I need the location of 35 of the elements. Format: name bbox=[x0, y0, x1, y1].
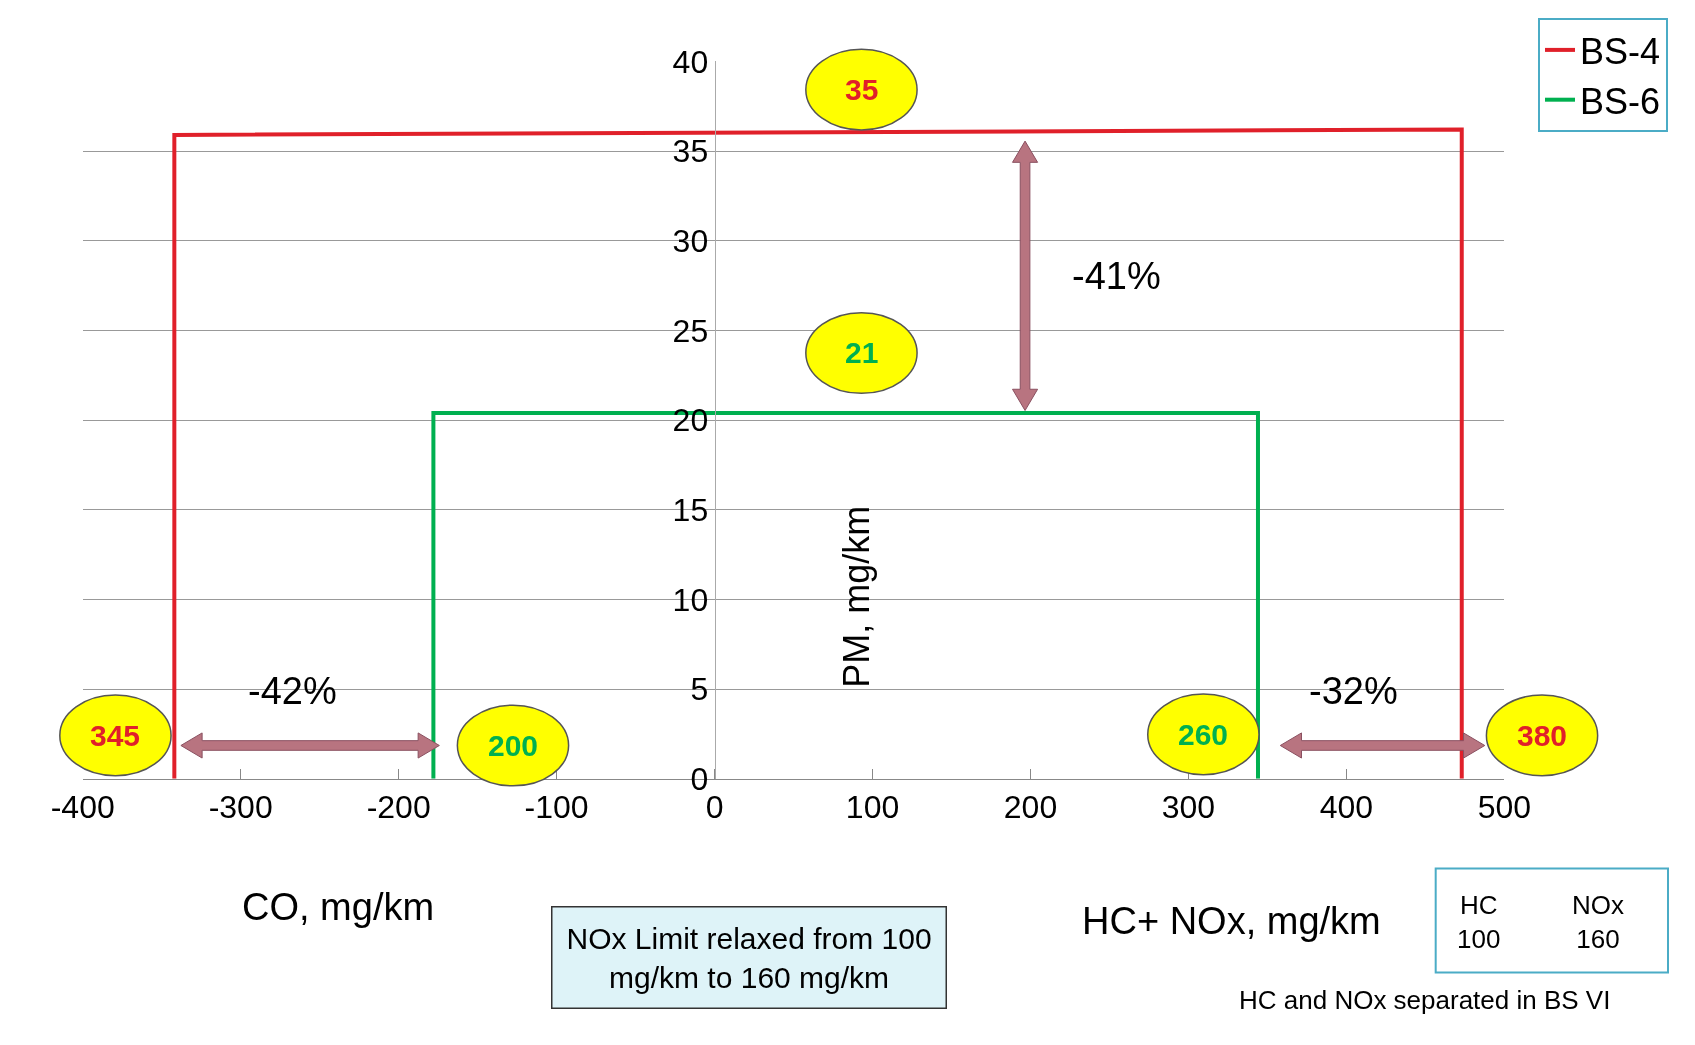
x-tick-label: -300 bbox=[208, 789, 273, 826]
legend-label: BS-6 bbox=[1580, 80, 1661, 122]
x-tick-label: 100 bbox=[845, 789, 900, 826]
y-tick-label: 15 bbox=[672, 491, 709, 528]
annotation: 21 bbox=[845, 336, 879, 369]
text: HC and NOx separated in BS VI bbox=[1239, 985, 1611, 1015]
annotation: 345 bbox=[90, 719, 141, 752]
y-tick-label: 0 bbox=[690, 760, 709, 797]
text: HC 100 bbox=[1457, 890, 1501, 954]
annotation: -41% bbox=[1072, 255, 1161, 297]
annotation: -32% bbox=[1309, 670, 1398, 712]
y-axis-title: PM, mg/km bbox=[836, 505, 878, 688]
y-tick-label: 5 bbox=[690, 671, 709, 708]
y-tick-label: 35 bbox=[672, 133, 709, 170]
annotation: 260 bbox=[1178, 718, 1229, 751]
x-tick-label: 300 bbox=[1161, 789, 1216, 826]
text: 380 bbox=[1517, 719, 1568, 752]
text: NOx 160 bbox=[1572, 890, 1624, 954]
x-tick-label: 400 bbox=[1319, 789, 1374, 826]
x-axis-title: CO, mg/km bbox=[242, 886, 435, 928]
y-tick-label: 30 bbox=[672, 222, 709, 259]
x-tick-label: 200 bbox=[1003, 789, 1058, 826]
annotation: 200 bbox=[488, 729, 539, 762]
x-tick-label: -400 bbox=[50, 789, 115, 826]
legend-label: BS-4 bbox=[1580, 30, 1661, 72]
y-tick-label: 25 bbox=[672, 312, 709, 349]
x-tick-label: 500 bbox=[1477, 789, 1532, 826]
x-tick-label: -200 bbox=[366, 789, 431, 826]
y-tick-label: 40 bbox=[672, 43, 709, 80]
y-tick-label: 10 bbox=[672, 581, 709, 618]
annotation: -42% bbox=[248, 670, 337, 712]
text: NOx Limit relaxed from 100 mg/km to 160 mg/km bbox=[566, 921, 932, 994]
annotation: 35 bbox=[845, 73, 879, 106]
x-tick-label: -100 bbox=[524, 789, 589, 826]
text: HC+ NOx, mg/km bbox=[1082, 900, 1381, 942]
